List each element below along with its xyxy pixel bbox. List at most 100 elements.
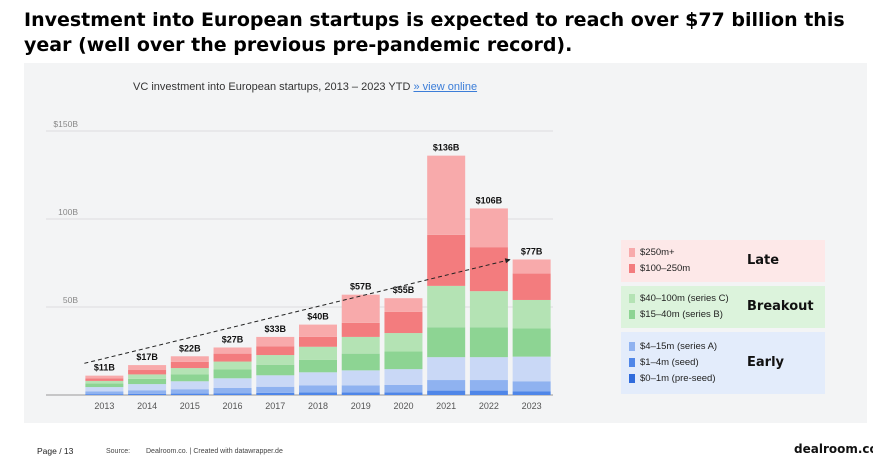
bar-segment bbox=[512, 356, 551, 382]
bar-segment bbox=[85, 387, 124, 392]
bar-segment bbox=[299, 336, 337, 347]
bar-segment bbox=[341, 336, 380, 354]
legend-swatch bbox=[629, 358, 635, 367]
legend-group-title: Breakout bbox=[747, 299, 814, 314]
bar-segment bbox=[469, 247, 508, 292]
bar-total-label: $55B bbox=[393, 285, 415, 295]
bar-segment bbox=[128, 374, 167, 379]
bar-segment bbox=[469, 380, 508, 391]
legend-swatch bbox=[629, 248, 635, 257]
bar-segment bbox=[85, 391, 124, 395]
y-tick-label: 100B bbox=[58, 207, 78, 217]
bar-segment bbox=[128, 384, 167, 391]
x-tick-label: 2018 bbox=[308, 401, 328, 411]
legend-swatch bbox=[629, 342, 635, 351]
bar-segment bbox=[128, 370, 167, 375]
bar-segment bbox=[128, 390, 167, 394]
x-tick-label: 2013 bbox=[94, 401, 114, 411]
bar-total-label: $77B bbox=[521, 246, 543, 256]
bar-segment bbox=[427, 234, 466, 286]
bar-segment bbox=[341, 392, 380, 395]
bar-segment bbox=[128, 378, 167, 385]
bar-segment bbox=[256, 355, 295, 365]
x-tick-label: 2019 bbox=[351, 401, 371, 411]
bar-segment bbox=[85, 394, 124, 395]
bar-segment bbox=[256, 392, 295, 395]
bar-segment bbox=[469, 357, 508, 381]
bar-segment bbox=[213, 387, 252, 394]
legend-group-title: Late bbox=[747, 253, 780, 268]
legend-swatch bbox=[629, 310, 635, 319]
x-tick-label: 2020 bbox=[393, 401, 413, 411]
chart-title-text: VC investment into European startups, 20… bbox=[133, 81, 411, 93]
bar-segment bbox=[299, 372, 337, 386]
bar-segment bbox=[427, 380, 466, 391]
bar-segment bbox=[512, 391, 551, 395]
bar-segment bbox=[256, 375, 295, 387]
x-tick-label: 2017 bbox=[265, 401, 285, 411]
legend-label: $4–15m (series A) bbox=[640, 341, 718, 352]
legend-swatch bbox=[629, 264, 635, 273]
legend-label: $250m+ bbox=[640, 247, 675, 258]
legend-late: $250m+ $100–250m Late bbox=[621, 240, 825, 282]
bar-segment bbox=[384, 333, 423, 352]
bar-segment bbox=[299, 385, 337, 393]
brand-logo: dealroom.co bbox=[794, 442, 873, 456]
y-axis-labels: 50B 100B $150B bbox=[53, 119, 78, 305]
bar-total-label: $11B bbox=[94, 363, 116, 373]
bar-segment bbox=[469, 390, 508, 395]
x-tick-label: 2016 bbox=[223, 401, 243, 411]
bar-segment bbox=[384, 384, 423, 393]
trend-arrowhead bbox=[504, 258, 511, 264]
trendline bbox=[84, 258, 511, 364]
legend-item: $0–1m (pre-seed) bbox=[629, 373, 716, 384]
x-axis-labels: 2013 2014 2015 2016 2017 2018 2019 2020 2021 2022… bbox=[94, 401, 541, 411]
chart-title: VC investment into European startups, 20… bbox=[133, 81, 477, 93]
bar-segment bbox=[85, 380, 124, 384]
stacked-bar-chart: 50B 100B $150B $11B $17B $22B $27B $33B $40B $57… bbox=[46, 119, 553, 411]
bar-segment bbox=[427, 285, 466, 328]
x-tick-label: 2022 bbox=[479, 401, 499, 411]
bar-segment bbox=[170, 389, 209, 394]
legend-item: $4–15m (series A) bbox=[629, 341, 717, 352]
bar-segment bbox=[213, 378, 252, 388]
bar-total-label: $136B bbox=[433, 143, 460, 153]
bar-segment bbox=[427, 155, 466, 235]
bar-segment bbox=[427, 357, 466, 381]
bar-total-label: $27B bbox=[222, 334, 244, 344]
bar-segment bbox=[299, 346, 337, 360]
bar-segment bbox=[512, 259, 551, 274]
bar-segment bbox=[299, 392, 337, 395]
y-tick-label: $150B bbox=[53, 119, 78, 129]
x-tick-label: 2015 bbox=[180, 401, 200, 411]
source-label: Source: bbox=[106, 448, 131, 455]
bar-segment bbox=[341, 385, 380, 393]
total-labels: $11B $17B $22B $27B $33B $40B $57B $55B $136B $10… bbox=[94, 143, 543, 373]
bar-segment bbox=[128, 393, 167, 395]
legend-item: $100–250m bbox=[629, 263, 690, 274]
bar-segment bbox=[170, 356, 209, 362]
bar-segment bbox=[170, 374, 209, 382]
bar-segment bbox=[85, 383, 124, 388]
view-online-link[interactable]: » view online bbox=[413, 81, 478, 93]
bar-segment bbox=[128, 365, 167, 371]
bar-total-label: $22B bbox=[179, 343, 201, 353]
bar-segment bbox=[299, 324, 337, 337]
y-tick-label: 50B bbox=[63, 295, 78, 305]
x-tick-label: 2021 bbox=[436, 401, 456, 411]
x-tick-label: 2023 bbox=[522, 401, 542, 411]
bar-segment bbox=[256, 364, 295, 376]
bar-segment bbox=[384, 369, 423, 385]
legend-swatch bbox=[629, 374, 635, 383]
bar-segment bbox=[170, 393, 209, 395]
bar-segment bbox=[256, 386, 295, 393]
bar-segment bbox=[384, 351, 423, 370]
legend-group-title: Early bbox=[747, 355, 784, 370]
trend-line bbox=[84, 258, 511, 364]
source-text: Dealroom.co. | Created with datawrapper.… bbox=[146, 448, 283, 455]
bar-segment bbox=[299, 359, 337, 373]
legend-label: $1–4m (seed) bbox=[640, 357, 699, 368]
bar-total-label: $40B bbox=[307, 312, 329, 322]
legend-breakout: $40–100m (series C) $15–40m (series B) B… bbox=[621, 286, 825, 328]
bar-total-label: $17B bbox=[136, 352, 158, 362]
